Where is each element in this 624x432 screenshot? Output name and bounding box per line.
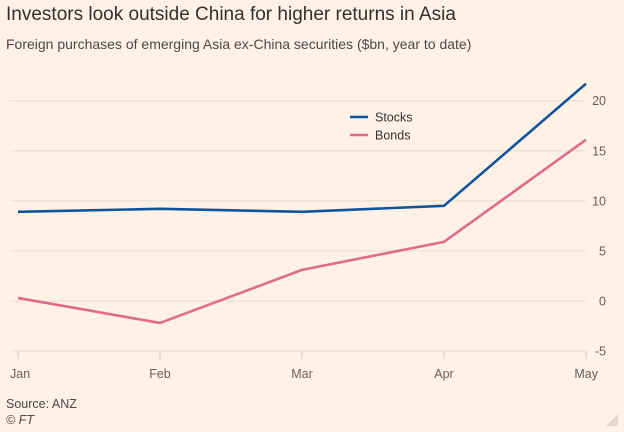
y-tick-label: 5 — [599, 244, 606, 258]
y-tick-label: 15 — [592, 144, 606, 158]
series-line-stocks — [17, 82, 587, 214]
y-tick-label: 0 — [599, 294, 606, 308]
copyright-note: © FT — [6, 413, 34, 427]
legend-label-bonds: Bonds — [375, 129, 410, 143]
x-tick-label: Apr — [434, 367, 453, 381]
y-tick-label: 20 — [592, 94, 606, 108]
chart-subtitle: Foreign purchases of emerging Asia ex-Ch… — [6, 36, 472, 52]
x-tick-label: Mar — [291, 367, 313, 381]
y-tick-label: -5 — [595, 345, 606, 359]
x-tick-label: Feb — [149, 367, 171, 381]
source-note: Source: ANZ — [6, 397, 77, 411]
x-tick-label: Jan — [10, 367, 30, 381]
chart-title: Investors look outside China for higher … — [6, 4, 456, 25]
y-tick-label: 10 — [592, 194, 606, 208]
x-tick-label: May — [574, 367, 598, 381]
series-line-bonds — [17, 138, 587, 325]
legend-label-stocks: Stocks — [375, 111, 413, 125]
resize-grip-icon — [606, 414, 618, 426]
